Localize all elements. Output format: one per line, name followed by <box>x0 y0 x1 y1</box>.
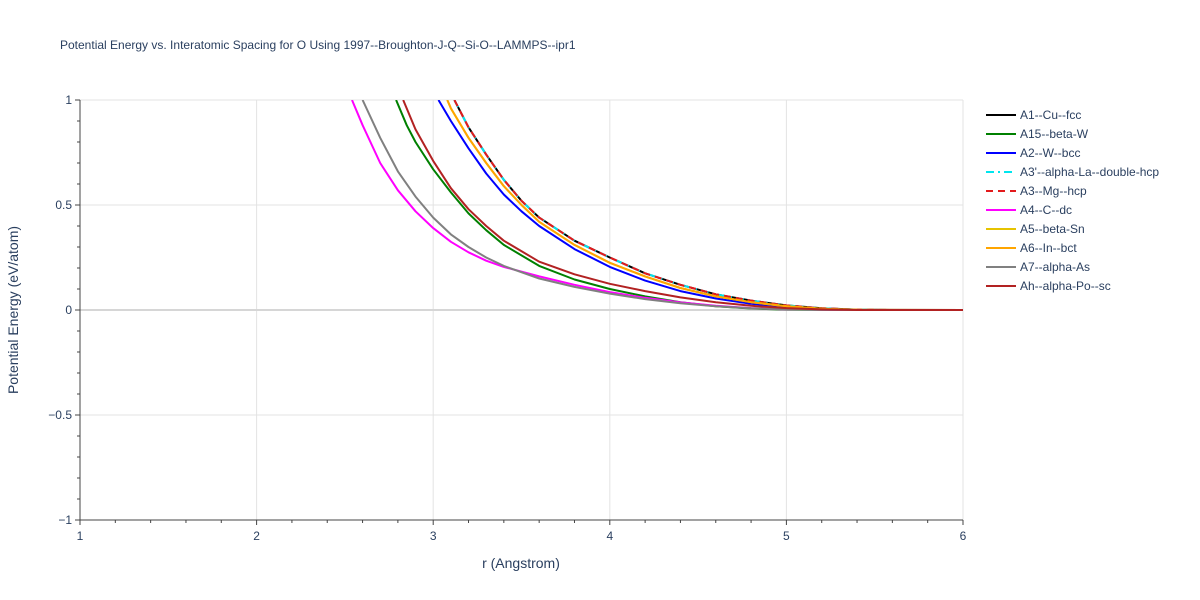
legend-label: A1--Cu--fcc <box>1020 108 1081 122</box>
x-tick-label: 3 <box>430 529 437 543</box>
legend-label: A6--In--bct <box>1020 241 1077 255</box>
y-tick-label: −0.5 <box>48 408 72 422</box>
legend-item-a3-mg-hcp[interactable]: A3--Mg--hcp <box>986 184 1087 198</box>
x-tick-label: 6 <box>960 529 967 543</box>
legend-item-a7-alpha-as[interactable]: A7--alpha-As <box>986 260 1090 274</box>
legend-label: A15--beta-W <box>1020 127 1089 141</box>
y-tick-label: −1 <box>58 513 72 527</box>
legend-item-a4-c-dc[interactable]: A4--C--dc <box>986 203 1072 217</box>
legend-label: A7--alpha-As <box>1020 260 1090 274</box>
legend-label: A3--Mg--hcp <box>1020 184 1087 198</box>
series-line-a7-alpha-as <box>361 100 963 311</box>
y-tick-label: 0.5 <box>55 198 72 212</box>
legend-item-a15-beta-w[interactable]: A15--beta-W <box>986 127 1089 141</box>
legend-item-a2-w-bcc[interactable]: A2--W--bcc <box>986 146 1080 160</box>
legend-label: A5--beta-Sn <box>1020 222 1085 236</box>
x-tick-label: 1 <box>77 529 84 543</box>
series-line-a6-in-bct <box>446 100 963 311</box>
y-tick-label: 1 <box>65 93 72 107</box>
legend-item-a6-in-bct[interactable]: A6--In--bct <box>986 241 1077 255</box>
legend-item-a1-cu-fcc[interactable]: A1--Cu--fcc <box>986 108 1081 122</box>
legend-item-a3-alpha-la-double-hcp[interactable]: A3'--alpha-La--double-hcp <box>986 165 1159 179</box>
y-axis-title: Potential Energy (eV/atom) <box>5 226 21 394</box>
legend-label: Ah--alpha-Po--sc <box>1020 279 1111 293</box>
legend-label: A4--C--dc <box>1020 203 1072 217</box>
x-axis-title: r (Angstrom) <box>482 555 560 571</box>
legend-label: A2--W--bcc <box>1020 146 1080 160</box>
x-tick-label: 2 <box>253 529 260 543</box>
legend-item-a5-beta-sn[interactable]: A5--beta-Sn <box>986 222 1085 236</box>
legend-item-ah-alpha-po-sc[interactable]: Ah--alpha-Po--sc <box>986 279 1111 293</box>
x-tick-label: 5 <box>783 529 790 543</box>
legend[interactable]: A1--Cu--fcc A15--beta-W A2--W--bcc A3'--alp… <box>986 108 1159 293</box>
axis-layer: 1 2 3 4 5 6 −1 −0.5 0 0.5 1 <box>48 93 966 543</box>
chart-title: Potential Energy vs. Interatomic Spacing… <box>60 38 576 52</box>
series-line-ah-alpha-po-sc <box>402 100 963 311</box>
series-layer <box>351 100 963 311</box>
legend-label: A3'--alpha-La--double-hcp <box>1020 165 1159 179</box>
y-tick-label: 0 <box>65 303 72 317</box>
x-tick-label: 4 <box>606 529 613 543</box>
